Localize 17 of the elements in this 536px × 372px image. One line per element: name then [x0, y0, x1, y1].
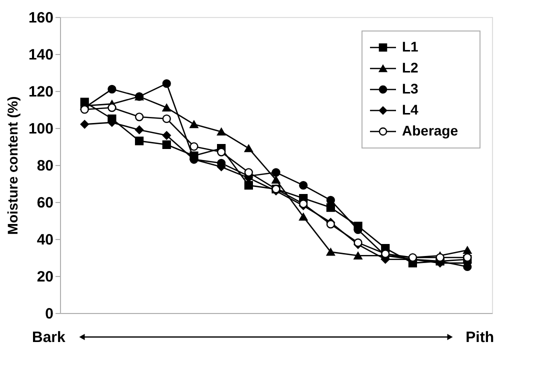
- y-tick-label: 20: [36, 268, 54, 286]
- y-tick-label: 60: [36, 194, 54, 212]
- y-axis-title: Moisture content (%): [4, 96, 20, 235]
- legend-label: L4: [402, 102, 419, 118]
- y-tick-label: 80: [36, 158, 54, 174]
- y-tick-label: 100: [28, 120, 54, 138]
- y-tick-label: 0: [45, 306, 54, 322]
- y-tick-label: 40: [36, 232, 54, 248]
- legend-label: Aberage: [402, 122, 458, 138]
- y-tick-label: 160: [28, 10, 54, 26]
- legend-label: L3: [402, 80, 419, 96]
- text: Bark: [32, 329, 66, 346]
- text: Pith: [466, 329, 494, 346]
- legend-label: L1: [402, 38, 419, 54]
- y-tick-label: 120: [28, 84, 54, 100]
- legend-label: L2: [402, 60, 419, 76]
- y-tick-label: 140: [28, 46, 54, 64]
